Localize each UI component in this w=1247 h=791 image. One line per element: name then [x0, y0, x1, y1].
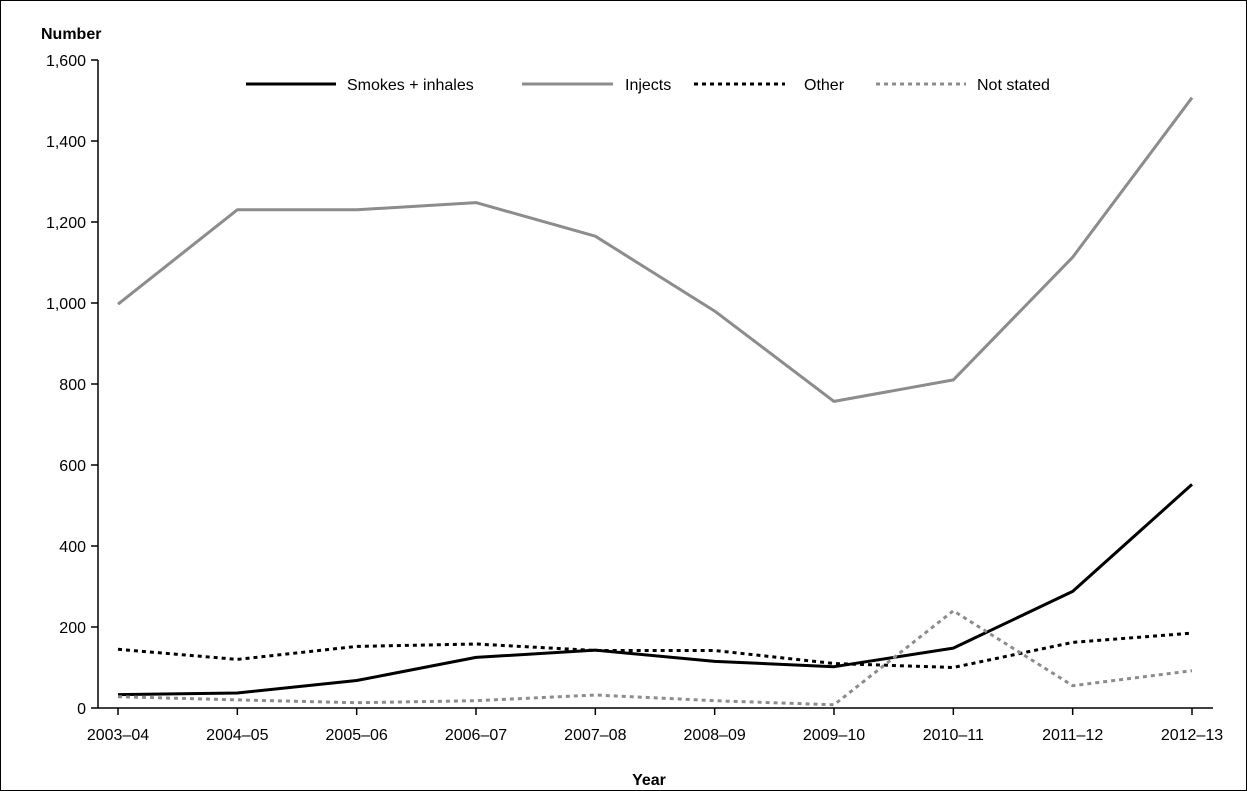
legend-label: Injects [625, 77, 671, 94]
y-tick-label: 0 [77, 701, 86, 718]
y-ticks: 0 200 400 600 800 1,000 1,200 1,400 1,600 [46, 53, 98, 718]
x-tick-label: 2009–10 [803, 727, 865, 744]
legend: Smokes + inhales Injects Other Not stated [246, 77, 1050, 94]
y-tick-label: 200 [59, 620, 86, 637]
x-tick-label: 2006–07 [445, 727, 507, 744]
legend-label: Not stated [977, 77, 1050, 94]
x-tick-label: 2004–05 [206, 727, 268, 744]
series-line-other [117, 631, 1193, 669]
y-tick-label: 1,200 [46, 215, 86, 232]
y-tick-label: 1,000 [46, 296, 86, 313]
y-axis-title: Number [41, 26, 101, 43]
series-line-not-stated [117, 609, 1193, 707]
x-tick-label: 2007–08 [564, 727, 626, 744]
y-tick-label: 800 [59, 377, 86, 394]
x-tick-label: 2012–13 [1161, 727, 1223, 744]
x-tick-label: 2008–09 [684, 727, 746, 744]
y-tick-label: 1,400 [46, 134, 86, 151]
x-tick-label: 2003–04 [87, 727, 149, 744]
series-lines [117, 96, 1194, 707]
legend-label: Smokes + inhales [347, 77, 474, 94]
series-line-smokes-inhales [117, 483, 1194, 697]
x-tick-label: 2005–06 [326, 727, 388, 744]
y-tick-label: 1,600 [46, 53, 86, 70]
legend-label: Other [804, 77, 845, 94]
x-ticks: 2003–04 2004–05 2005–06 2006–07 2007–08 2008–… [87, 708, 1223, 744]
x-tick-label: 2010–11 [923, 727, 984, 744]
y-tick-label: 600 [59, 458, 86, 475]
y-tick-label: 400 [59, 539, 86, 556]
x-tick-label: 2011–12 [1042, 727, 1103, 744]
x-axis-title: Year [632, 772, 666, 789]
series-line-injects [117, 96, 1194, 403]
